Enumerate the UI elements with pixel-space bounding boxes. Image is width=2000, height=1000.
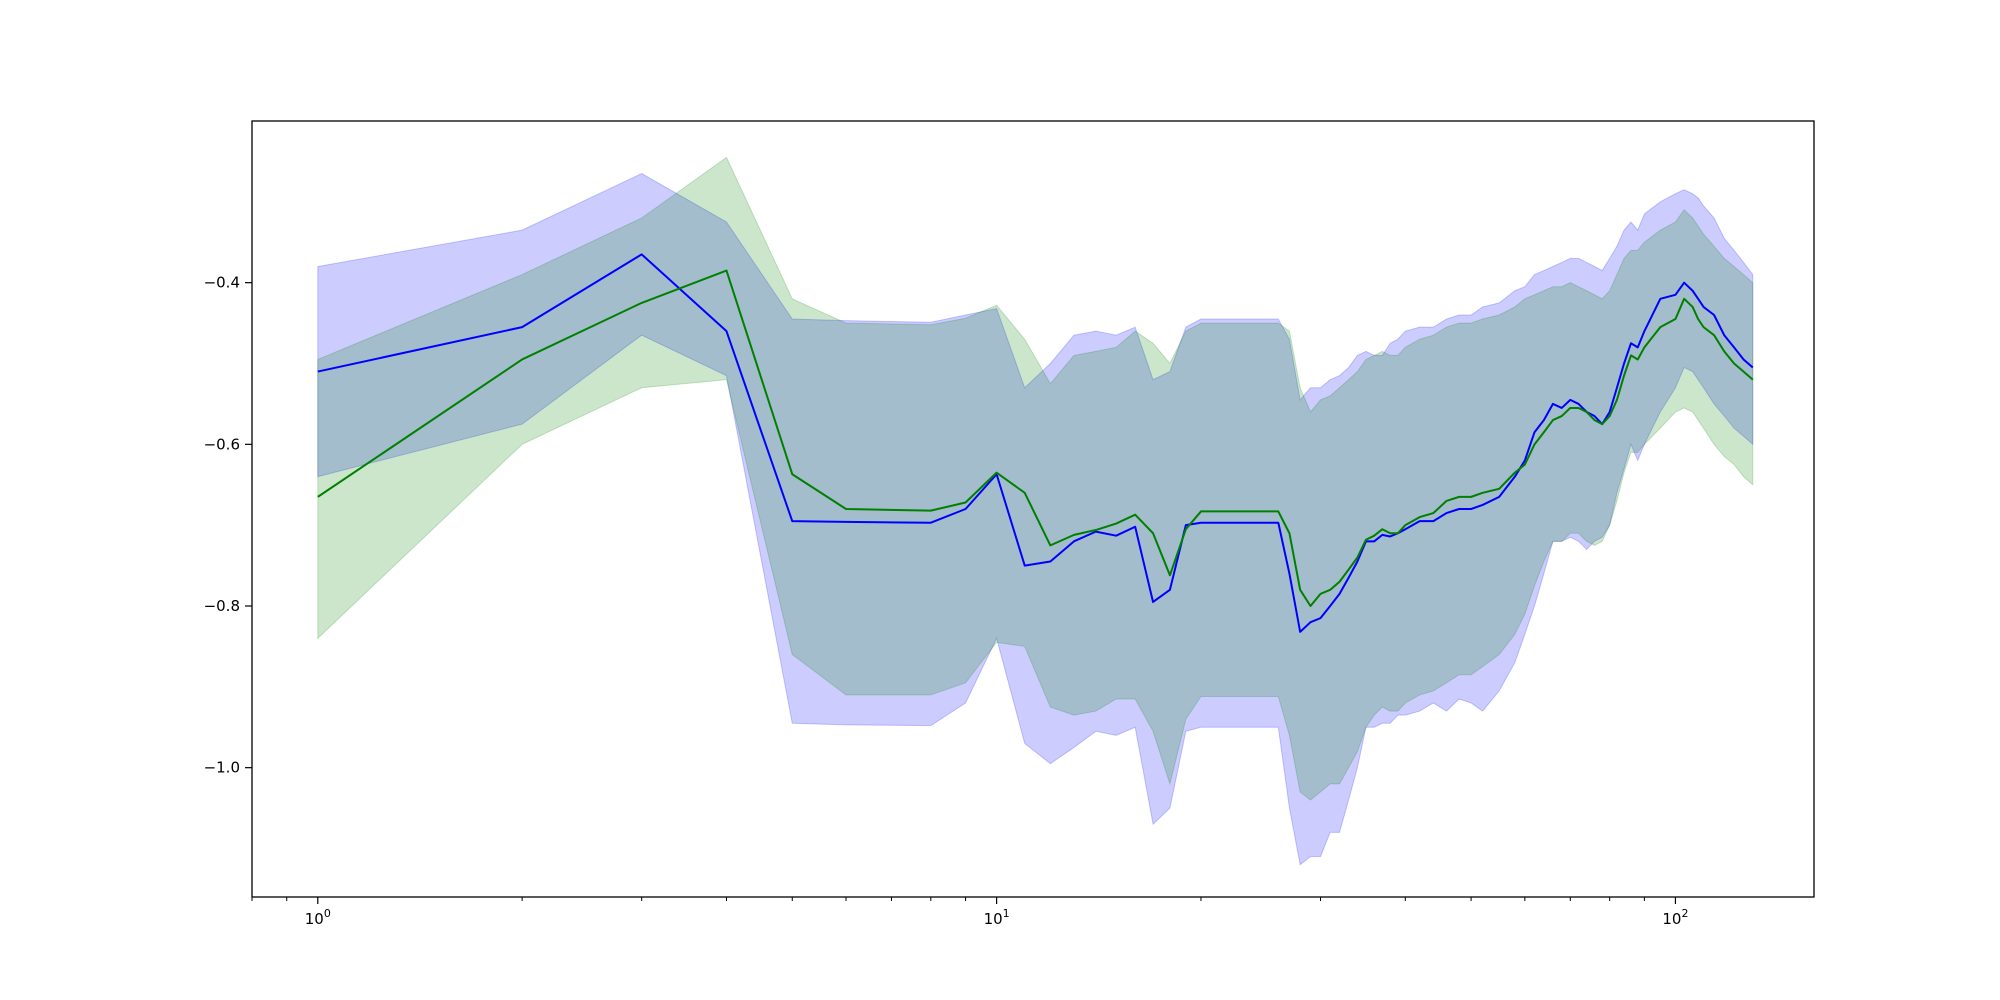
confidence-band-2 bbox=[317, 156, 1754, 801]
y-tick-label: −0.8 bbox=[204, 597, 240, 615]
confidence-bands bbox=[317, 156, 1754, 866]
y-tick-label: −1.0 bbox=[204, 759, 240, 777]
series-line-2 bbox=[317, 269, 1754, 607]
plot-area-frame bbox=[251, 120, 1815, 898]
series-line-1 bbox=[317, 253, 1754, 633]
confidence-band-1 bbox=[317, 172, 1754, 866]
y-axis-ticks: −0.4 −0.6 −0.8 −1.0 bbox=[204, 274, 252, 777]
x-tick-label: 100 bbox=[305, 907, 331, 928]
y-tick-label: −0.6 bbox=[204, 435, 240, 453]
x-tick-label: 101 bbox=[984, 907, 1010, 928]
y-tick-label: −0.4 bbox=[204, 274, 240, 292]
series-lines bbox=[317, 253, 1754, 633]
x-axis-ticks: 100 101 102 bbox=[251, 897, 1688, 928]
x-tick-label: 102 bbox=[1662, 907, 1688, 928]
